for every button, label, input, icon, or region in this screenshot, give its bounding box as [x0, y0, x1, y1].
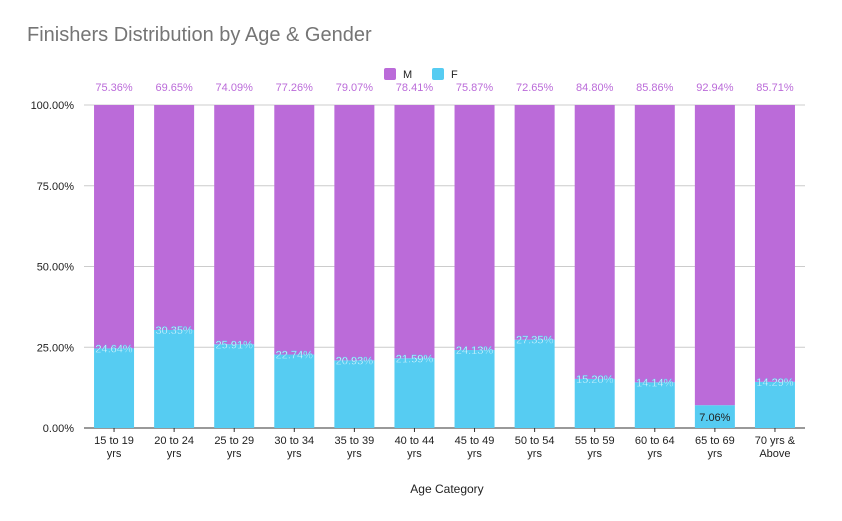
- bar-f: [754, 381, 795, 428]
- legend-label-m: M: [403, 69, 412, 81]
- bar-f: [214, 344, 255, 428]
- data-label-f: 22.74%: [276, 350, 314, 362]
- data-label-f: 30.35%: [155, 325, 193, 337]
- x-tick-label: 60 to 64: [635, 435, 675, 447]
- bar-f: [574, 378, 615, 428]
- data-label-m: 75.87%: [456, 82, 494, 94]
- x-tick-label: 20 to 24: [154, 435, 194, 447]
- y-tick-label: 0.00%: [43, 423, 74, 435]
- data-label-f: 25.91%: [216, 339, 254, 351]
- y-tick-label: 25.00%: [37, 342, 75, 354]
- bar-m: [574, 105, 615, 379]
- bar-m: [94, 105, 135, 349]
- data-label-f: 15.20%: [576, 374, 614, 386]
- x-tick-label: yrs: [527, 448, 542, 460]
- x-tick-label: Above: [759, 448, 790, 460]
- data-label-f: 20.93%: [336, 355, 374, 367]
- x-tick-label: 55 to 59: [575, 435, 615, 447]
- bar-m: [394, 105, 435, 359]
- y-tick-label: 100.00%: [31, 100, 75, 112]
- x-tick-label: 35 to 39: [334, 435, 374, 447]
- chart-title: Finishers Distribution by Age & Gender: [27, 24, 372, 46]
- bar-m: [694, 105, 735, 406]
- bar-f: [694, 405, 735, 428]
- data-label-m: 74.09%: [216, 82, 254, 94]
- data-label-m: 72.65%: [516, 82, 554, 94]
- data-label-f: 7.06%: [699, 412, 730, 424]
- x-tick-label: yrs: [107, 448, 122, 460]
- data-label-m: 84.80%: [576, 82, 614, 94]
- x-axis-label: Age Category: [410, 482, 483, 496]
- bar-m: [154, 105, 195, 330]
- bar-f: [154, 329, 195, 428]
- bar-m: [214, 105, 255, 345]
- data-label-m: 92.94%: [696, 82, 734, 94]
- data-label-m: 77.26%: [276, 82, 314, 94]
- x-tick-label: yrs: [647, 448, 662, 460]
- x-tick-label: 70 yrs &: [755, 435, 796, 447]
- legend-label-f: F: [451, 69, 458, 81]
- bar-f: [274, 354, 315, 428]
- data-label-m: 85.86%: [636, 82, 674, 94]
- bar-m: [634, 105, 675, 383]
- x-tick-label: 40 to 44: [395, 435, 435, 447]
- x-tick-label: yrs: [467, 448, 482, 460]
- data-label-m: 85.71%: [756, 82, 794, 94]
- bar-f: [334, 360, 375, 428]
- bar-f: [94, 348, 135, 428]
- data-label-f: 21.59%: [396, 353, 434, 365]
- x-tick-label: 25 to 29: [214, 435, 254, 447]
- data-label-f: 24.64%: [95, 343, 133, 355]
- x-tick-label: yrs: [587, 448, 602, 460]
- x-tick-label: 45 to 49: [455, 435, 495, 447]
- bar-f: [454, 350, 495, 428]
- x-tick-label: yrs: [347, 448, 362, 460]
- bar-m: [754, 105, 795, 382]
- x-tick-label: 15 to 19: [94, 435, 134, 447]
- x-tick-label: yrs: [167, 448, 182, 460]
- bar-f: [514, 339, 555, 428]
- bar-f: [634, 382, 675, 428]
- y-tick-label: 75.00%: [37, 181, 75, 193]
- bar-m: [454, 105, 495, 351]
- y-tick-label: 50.00%: [37, 262, 75, 274]
- data-label-m: 78.41%: [396, 82, 434, 94]
- x-tick-label: yrs: [287, 448, 302, 460]
- data-label-m: 69.65%: [155, 82, 193, 94]
- legend-swatch-f: [432, 68, 444, 80]
- data-label-f: 27.35%: [516, 335, 554, 347]
- data-label-f: 14.14%: [636, 377, 674, 389]
- x-tick-label: yrs: [227, 448, 242, 460]
- data-label-m: 79.07%: [336, 82, 374, 94]
- x-tick-label: 65 to 69: [695, 435, 735, 447]
- x-tick-label: 30 to 34: [274, 435, 314, 447]
- x-tick-label: 50 to 54: [515, 435, 555, 447]
- data-label-f: 24.13%: [456, 345, 494, 357]
- bar-m: [514, 105, 555, 340]
- data-label-f: 14.29%: [756, 377, 794, 389]
- data-label-m: 75.36%: [95, 82, 133, 94]
- x-tick-label: yrs: [407, 448, 422, 460]
- x-tick-label: yrs: [708, 448, 723, 460]
- bar-f: [394, 358, 435, 428]
- bar-m: [334, 105, 375, 361]
- legend-swatch-m: [384, 68, 396, 80]
- bar-m: [274, 105, 315, 355]
